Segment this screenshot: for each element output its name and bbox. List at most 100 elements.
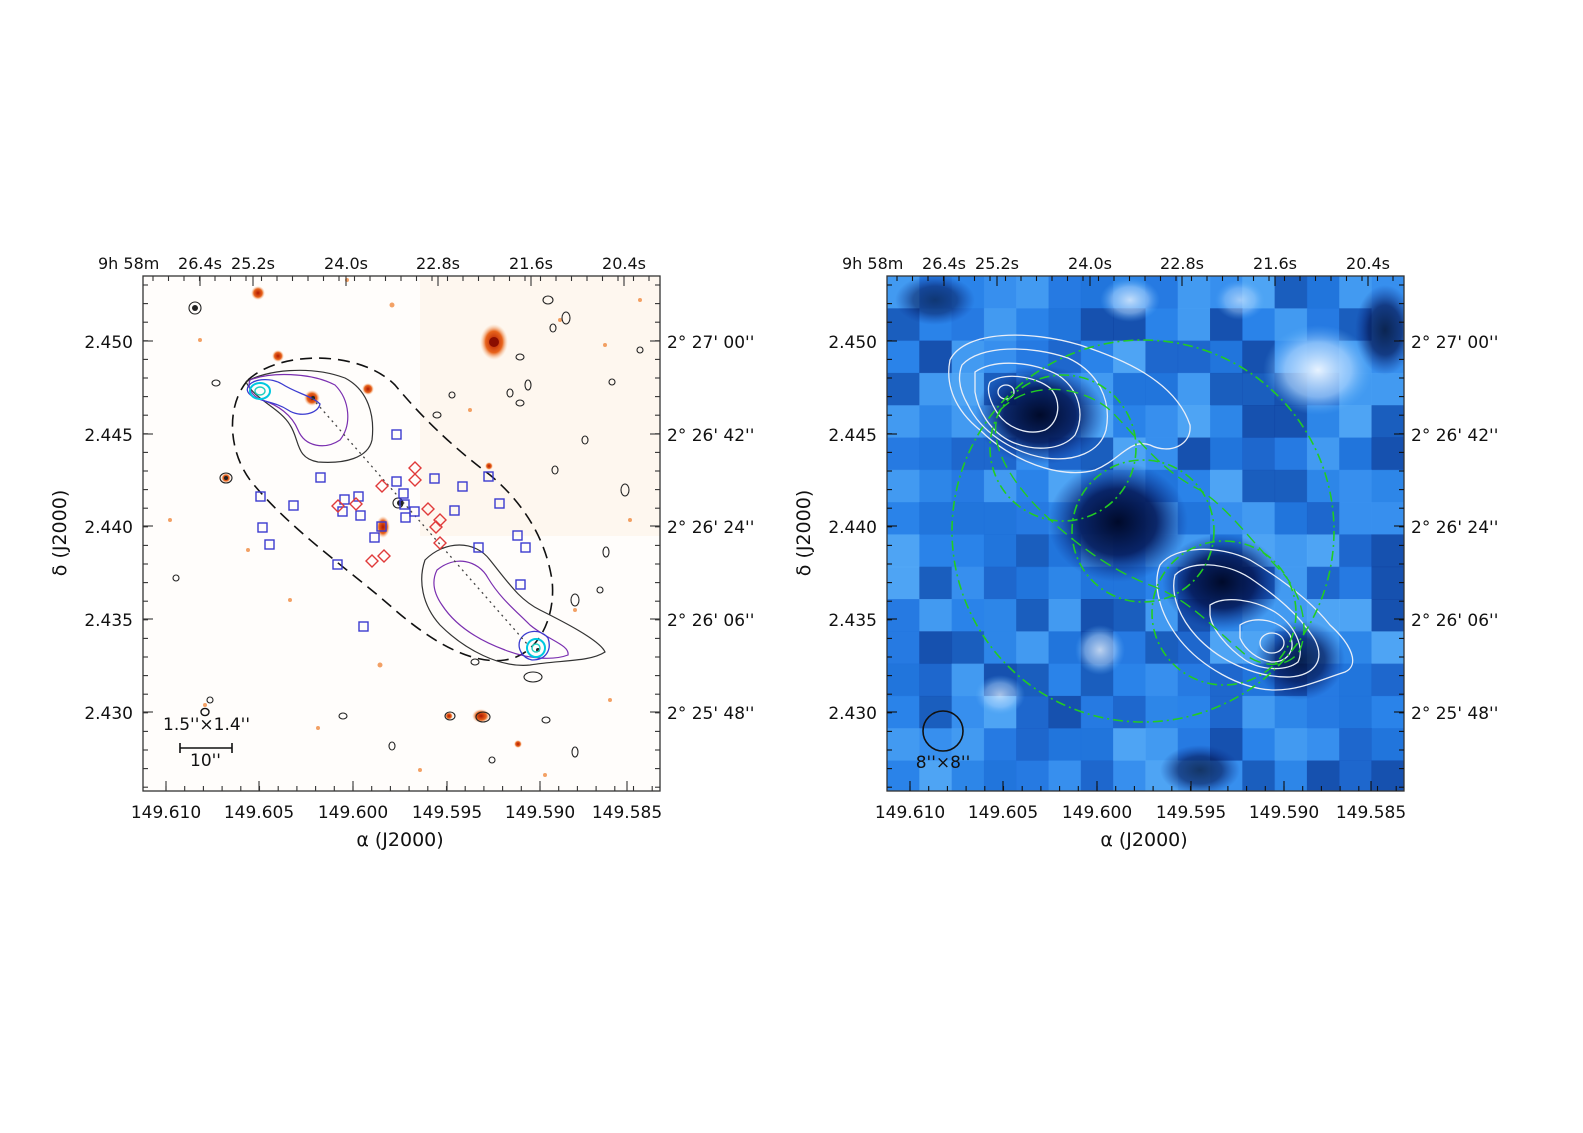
right-axis-label: 2° 25' 48'' <box>667 704 754 724</box>
map-pixel <box>1048 760 1082 791</box>
map-pixel <box>983 760 1017 791</box>
left-optical-image <box>168 276 660 777</box>
map-pixel <box>1016 276 1049 309</box>
map-pixel <box>1177 663 1211 697</box>
map-pixel <box>1210 437 1243 471</box>
y-tick-label: 2.445 <box>828 426 877 446</box>
map-pixel <box>951 437 985 471</box>
right-axis-label: 2° 26' 06'' <box>667 611 754 631</box>
map-pixel <box>887 760 920 791</box>
dashed-region-outline <box>231 357 554 662</box>
red-diamond-markers <box>331 461 447 568</box>
right-axis-label: 2° 26' 06'' <box>1411 611 1498 631</box>
map-pixel <box>1242 437 1276 471</box>
scale-bar-label: 10'' <box>190 751 221 771</box>
map-pixel <box>1145 405 1179 438</box>
map-pixel <box>1274 728 1308 761</box>
map-pixel <box>1371 663 1404 697</box>
map-pixel <box>1177 631 1211 665</box>
x-tick-label: 149.600 <box>1062 803 1132 823</box>
map-pixel <box>1177 340 1211 374</box>
map-pixel <box>1306 728 1340 761</box>
map-pixel <box>1339 663 1372 697</box>
map-pixel <box>983 502 1017 535</box>
map-pixel <box>1016 760 1049 791</box>
map-pixel <box>1242 405 1276 438</box>
x-tick-label: 149.595 <box>412 803 482 823</box>
map-pixel <box>919 437 953 471</box>
map-pixel <box>919 599 953 632</box>
map-pixel <box>1371 728 1404 761</box>
x-tick-label: 149.605 <box>968 803 1038 823</box>
map-pixel <box>1306 534 1340 568</box>
map-pixel <box>1113 599 1146 632</box>
map-pixel <box>1145 372 1179 406</box>
top-axis-label: 21.6s <box>1253 254 1297 273</box>
galaxy <box>362 383 374 395</box>
map-pixel <box>1080 695 1114 729</box>
y-tick-label: 2.435 <box>84 611 133 631</box>
right-axis-label: 2° 27' 00'' <box>1411 333 1498 353</box>
map-pixel <box>1145 340 1179 374</box>
map-pixel <box>1210 372 1243 406</box>
map-pixel <box>1371 631 1404 665</box>
x-tick-label: 149.610 <box>131 803 201 823</box>
map-pixel <box>1339 405 1372 438</box>
y-tick-label: 2.445 <box>84 426 133 446</box>
top-axis-label: 25.2s <box>231 254 275 273</box>
map-pixel <box>983 566 1017 600</box>
map-pixel <box>887 599 920 632</box>
map-pixel <box>1242 728 1276 761</box>
map-pixel <box>1306 760 1340 791</box>
map-pixel <box>1113 340 1146 374</box>
galaxy <box>272 350 284 362</box>
right-axis-label: 2° 27' 00'' <box>667 333 754 353</box>
map-pixel <box>887 405 920 438</box>
x-tick-label: 149.585 <box>592 803 662 823</box>
map-pixel <box>1339 695 1372 729</box>
map-pixel <box>1306 502 1340 535</box>
map-pixel <box>1339 502 1372 535</box>
map-pixel <box>1371 469 1404 503</box>
x-tick-label: 149.590 <box>505 803 575 823</box>
map-pixel <box>1371 534 1404 568</box>
map-pixel <box>887 502 920 535</box>
map-pixel <box>1339 599 1372 632</box>
right-axis-label: 2° 26' 42'' <box>667 426 754 446</box>
y-tick-label: 2.440 <box>828 518 877 538</box>
y-tick-label: 2.440 <box>84 518 133 538</box>
map-pixel <box>951 340 985 374</box>
map-pixel <box>1242 760 1276 791</box>
top-axis-label: 25.2s <box>975 254 1019 273</box>
map-pixel <box>1016 631 1049 665</box>
map-pixel <box>983 534 1017 568</box>
y-tick-label: 2.430 <box>828 704 877 724</box>
map-pixel <box>983 340 1017 374</box>
map-pixel <box>1210 405 1243 438</box>
beam-circle-right <box>922 710 964 752</box>
map-pixel <box>1048 728 1082 761</box>
map-pixel <box>1242 695 1276 729</box>
map-pixel <box>1210 469 1243 503</box>
map-pixel <box>1177 437 1211 471</box>
right-axis-label: 2° 26' 24'' <box>667 518 754 538</box>
y-tick-label: 2.430 <box>84 704 133 724</box>
map-pixel <box>1306 276 1340 309</box>
beam-label-right: 8''×8'' <box>916 753 971 773</box>
map-pixel <box>983 728 1017 761</box>
map-pixel <box>1113 695 1146 729</box>
galaxy <box>251 286 265 300</box>
top-axis-label: 24.0s <box>324 254 368 273</box>
map-pixel <box>1016 502 1049 535</box>
map-pixel <box>1210 340 1243 374</box>
map-pixel <box>1274 469 1308 503</box>
map-pixel <box>887 437 920 471</box>
map-pixel <box>1048 663 1082 697</box>
map-pixel <box>1048 599 1082 632</box>
map-pixel <box>1274 760 1308 791</box>
map-pixel <box>919 631 953 665</box>
map-pixel <box>1145 695 1179 729</box>
map-pixel <box>1242 469 1276 503</box>
map-pixel <box>887 631 920 665</box>
top-axis-label: 26.4s <box>922 254 966 273</box>
